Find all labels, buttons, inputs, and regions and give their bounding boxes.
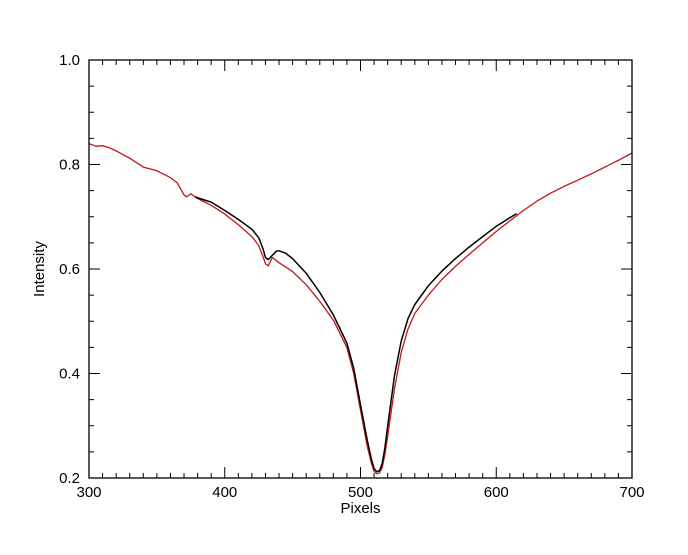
y-tick-label: 1.0: [59, 52, 80, 69]
series-line-1: [88, 142, 633, 475]
x-tick-label: 300: [76, 484, 101, 501]
x-tick-label: 600: [484, 484, 509, 501]
x-tick-label: 700: [619, 484, 644, 501]
y-tick-label: 0.6: [59, 261, 80, 278]
tick-labels: 300 400 500 600 700 0.2 0.4 0.6 0.8 1.0: [59, 52, 644, 501]
y-axis-title: Intensity: [31, 241, 48, 297]
tick-marks: [88, 59, 633, 479]
x-axis-title: Pixels: [340, 500, 380, 517]
y-tick-label: 0.2: [59, 470, 80, 487]
x-tick-label: 400: [212, 484, 237, 501]
x-tick-label: 500: [348, 484, 373, 501]
series-layer: [88, 142, 633, 475]
plot-frame: [88, 59, 633, 479]
y-tick-label: 0.4: [59, 366, 80, 383]
y-tick-label: 0.8: [59, 157, 80, 174]
series-line-2: [194, 196, 517, 473]
